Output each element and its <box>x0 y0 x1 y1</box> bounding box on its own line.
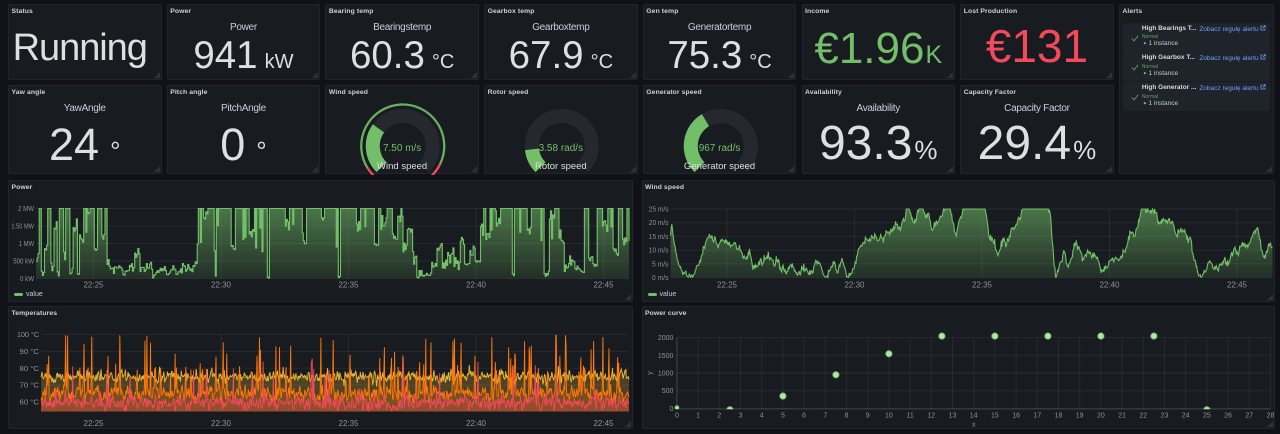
svg-text:22:30: 22:30 <box>211 281 232 290</box>
svg-text:22:40: 22:40 <box>466 281 487 290</box>
svg-text:60 °C: 60 °C <box>20 398 39 406</box>
svg-text:7: 7 <box>823 412 827 419</box>
svg-text:22:30: 22:30 <box>211 418 232 427</box>
svg-text:2 MW: 2 MW <box>18 206 34 213</box>
svg-text:10 m/s: 10 m/s <box>648 248 668 255</box>
svg-text:500 kW: 500 kW <box>13 259 34 266</box>
svg-text:22:35: 22:35 <box>971 281 992 290</box>
svg-text:10: 10 <box>885 412 893 419</box>
svg-text:70 °C: 70 °C <box>20 381 39 389</box>
svg-text:0: 0 <box>674 412 678 419</box>
svg-text:0 m/s: 0 m/s <box>652 275 669 282</box>
svg-text:28: 28 <box>1266 412 1274 419</box>
svg-text:27: 27 <box>1245 412 1253 419</box>
svg-text:26: 26 <box>1224 412 1232 419</box>
svg-text:19: 19 <box>1075 412 1083 419</box>
svg-text:1.50 MW: 1.50 MW <box>11 224 34 231</box>
svg-text:22:45: 22:45 <box>1226 281 1247 290</box>
svg-text:1000: 1000 <box>657 370 673 377</box>
svg-text:11: 11 <box>906 412 913 419</box>
svg-text:1: 1 <box>696 412 700 419</box>
svg-text:100 °C: 100 °C <box>17 330 39 338</box>
svg-text:15: 15 <box>991 412 999 419</box>
svg-text:22:25: 22:25 <box>83 281 104 290</box>
svg-text:y: y <box>647 370 654 374</box>
svg-text:5 m/s: 5 m/s <box>652 261 669 268</box>
svg-text:25: 25 <box>1202 412 1210 419</box>
svg-text:24: 24 <box>1181 412 1189 419</box>
svg-text:2000: 2000 <box>657 334 673 341</box>
svg-text:22: 22 <box>1139 412 1147 419</box>
svg-text:22:35: 22:35 <box>339 418 360 427</box>
svg-text:5: 5 <box>780 412 784 419</box>
svg-text:15 m/s: 15 m/s <box>648 234 668 241</box>
svg-text:9: 9 <box>865 412 869 419</box>
svg-text:80 °C: 80 °C <box>20 364 39 372</box>
svg-text:500: 500 <box>661 388 673 395</box>
svg-text:22:40: 22:40 <box>466 418 487 427</box>
svg-text:23: 23 <box>1160 412 1168 419</box>
svg-text:18: 18 <box>1054 412 1062 419</box>
svg-text:22:25: 22:25 <box>84 418 105 427</box>
svg-text:16: 16 <box>1012 412 1020 419</box>
svg-text:4: 4 <box>759 412 763 419</box>
svg-text:13: 13 <box>948 412 956 419</box>
svg-text:20: 20 <box>1096 412 1104 419</box>
svg-text:25 m/s: 25 m/s <box>648 207 668 214</box>
svg-text:22:40: 22:40 <box>1099 281 1120 290</box>
svg-text:1500: 1500 <box>657 352 673 359</box>
svg-text:0: 0 <box>669 405 673 412</box>
svg-text:x: x <box>971 421 975 428</box>
svg-text:20 m/s: 20 m/s <box>648 220 668 227</box>
svg-text:90 °C: 90 °C <box>20 347 39 355</box>
svg-text:3: 3 <box>738 412 742 419</box>
svg-text:0 kW: 0 kW <box>20 276 34 283</box>
svg-text:21: 21 <box>1118 412 1126 419</box>
svg-text:2: 2 <box>717 412 721 419</box>
svg-text:22:35: 22:35 <box>338 281 359 290</box>
svg-text:8: 8 <box>844 412 848 419</box>
svg-text:12: 12 <box>927 412 935 419</box>
svg-text:22:25: 22:25 <box>716 281 737 290</box>
svg-text:22:30: 22:30 <box>844 281 865 290</box>
svg-text:17: 17 <box>1033 412 1041 419</box>
svg-text:22:45: 22:45 <box>593 281 614 290</box>
svg-text:6: 6 <box>802 412 806 419</box>
svg-text:14: 14 <box>969 412 977 419</box>
svg-text:1 MW: 1 MW <box>19 241 34 248</box>
svg-text:22:45: 22:45 <box>593 418 614 427</box>
